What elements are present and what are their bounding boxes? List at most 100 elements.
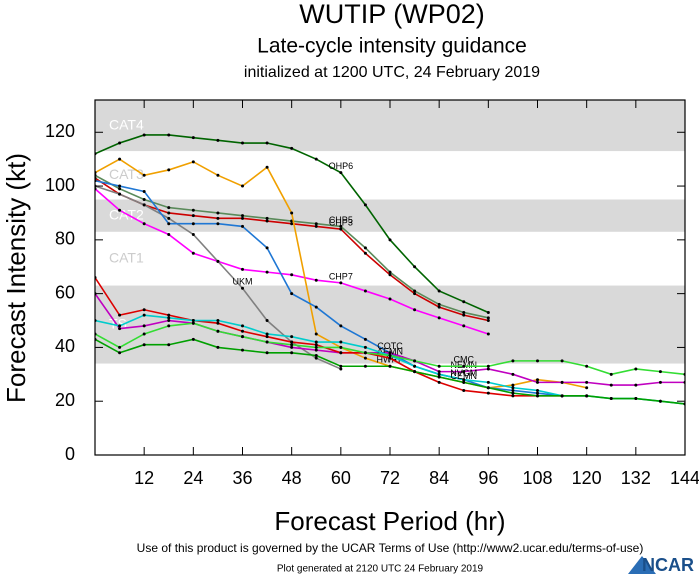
data-point [339, 351, 343, 355]
data-point [142, 189, 146, 193]
data-point [314, 305, 318, 309]
category-label: CAT3 [109, 166, 144, 182]
series-label: OHP6 [329, 161, 354, 171]
data-point [241, 141, 244, 145]
data-point [216, 345, 220, 349]
data-point [314, 278, 318, 282]
data-point [363, 337, 367, 341]
data-point [388, 353, 392, 357]
data-point [462, 324, 466, 328]
data-point [462, 370, 466, 374]
data-point [265, 246, 269, 250]
data-point [241, 214, 244, 218]
data-point [388, 273, 392, 277]
x-tick-label: 60 [331, 468, 351, 488]
data-point [142, 332, 146, 336]
data-point [511, 388, 515, 392]
series-label: CMC [454, 355, 475, 365]
data-point [216, 222, 220, 226]
data-point [413, 289, 417, 293]
data-point [437, 316, 441, 320]
data-point [216, 319, 220, 323]
data-point [314, 332, 318, 336]
data-point [314, 345, 318, 349]
data-point [191, 222, 195, 226]
data-point [536, 388, 539, 392]
data-point [265, 351, 269, 355]
series-lines: OHP6CHP5CHP3CHP7UKMHWRFCOTCNEMNAEMNNVGMC… [95, 133, 685, 406]
data-point [536, 391, 539, 395]
data-point [191, 251, 195, 255]
data-point [363, 351, 367, 355]
data-point [167, 324, 171, 328]
data-point [363, 289, 367, 293]
data-point [142, 203, 146, 207]
data-point [363, 356, 367, 360]
data-point [290, 340, 294, 344]
data-point [167, 232, 171, 236]
data-point [462, 388, 466, 392]
data-point [216, 138, 220, 142]
data-point [241, 224, 244, 228]
data-point [437, 364, 441, 368]
data-point [585, 380, 589, 384]
x-tick-label: 72 [380, 468, 400, 488]
data-point [216, 259, 220, 263]
data-point [241, 335, 244, 339]
data-point [585, 364, 589, 368]
data-point [290, 351, 294, 355]
data-point [142, 324, 146, 328]
series-label: NVGM [450, 368, 477, 378]
data-point [290, 146, 294, 150]
data-point [413, 364, 417, 368]
data-point [437, 289, 441, 293]
data-point [118, 187, 122, 191]
data-point [314, 157, 318, 161]
data-point [290, 211, 294, 215]
data-point [363, 364, 367, 368]
data-point [314, 224, 318, 228]
data-point [118, 157, 122, 161]
data-point [609, 383, 613, 387]
data-point [314, 348, 318, 352]
data-point [437, 302, 441, 306]
init-time: initialized at 1200 UTC, 24 February 201… [244, 64, 540, 81]
data-point [536, 359, 539, 363]
y-tick-label: 20 [55, 390, 75, 410]
data-point [290, 343, 294, 347]
data-point [216, 216, 220, 220]
data-point [216, 329, 220, 333]
data-point [290, 222, 294, 226]
data-point [314, 356, 318, 360]
data-point [388, 351, 392, 355]
logo-mark [628, 556, 656, 574]
data-point [167, 343, 171, 347]
generated: Plot generated at 2120 UTC 24 February 2… [277, 564, 484, 575]
data-point [437, 305, 441, 309]
data-point [241, 184, 244, 188]
data-point [413, 370, 417, 374]
series-label: CHP5 [329, 215, 353, 225]
data-point [437, 370, 441, 374]
data-point [658, 370, 662, 374]
data-point [462, 364, 466, 368]
data-point [437, 375, 441, 379]
data-point [388, 364, 392, 368]
data-point [167, 216, 171, 220]
data-point [290, 292, 294, 296]
data-point [486, 310, 490, 314]
data-point [560, 380, 564, 384]
data-point [388, 297, 392, 301]
data-point [118, 351, 122, 355]
data-point [167, 168, 171, 172]
data-point [511, 391, 515, 395]
data-point [536, 378, 539, 382]
data-point [290, 273, 294, 277]
data-point [265, 270, 269, 274]
data-point [462, 313, 466, 317]
data-point [339, 340, 343, 344]
category-band [95, 199, 685, 232]
data-point [167, 133, 171, 137]
data-point [486, 319, 490, 323]
category-label: CAT4 [109, 116, 144, 132]
